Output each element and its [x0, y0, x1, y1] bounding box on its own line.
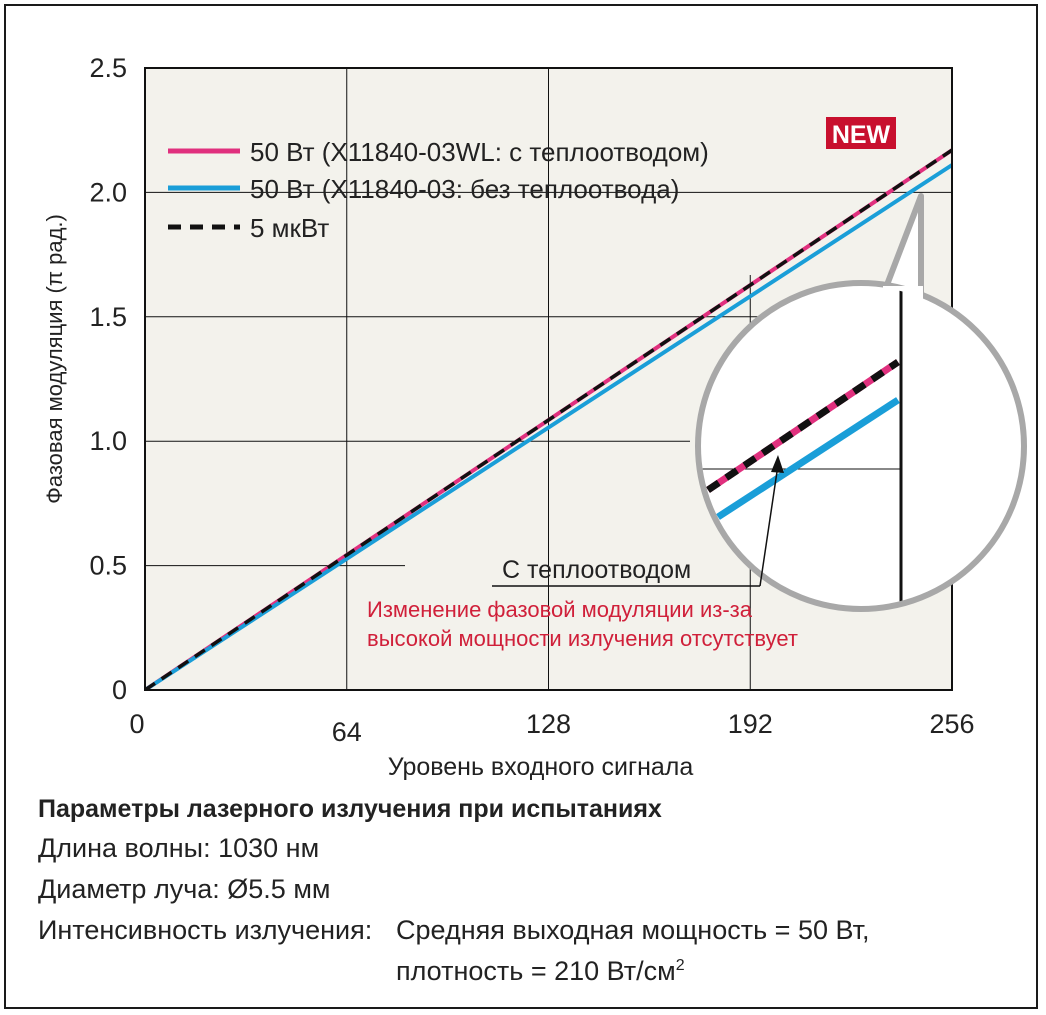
params-title: Параметры лазерного излучения при испыта… — [38, 795, 662, 823]
zoom-series-3 — [706, 359, 900, 493]
y-tick-label: 0 — [112, 675, 127, 705]
params-intensity-value: Средняя выходная мощность = 50 Вт, — [396, 915, 870, 945]
params-diameter: Диаметр луча: Ø5.5 мм — [38, 874, 331, 904]
y-tick-label: 2.0 — [89, 177, 127, 207]
new-badge-text: NEW — [832, 121, 891, 149]
params-density-text: плотность = 210 Вт/см — [396, 956, 676, 986]
y-tick-label: 1.5 — [89, 302, 127, 332]
params-wavelength: Длина волны: 1030 нм — [38, 833, 320, 863]
y-tick-label: 1.0 — [89, 426, 127, 456]
annotation-label: С теплоотводом — [502, 556, 691, 584]
params-density-exponent: 2 — [675, 957, 685, 974]
params-density: плотность = 210 Вт/см2 — [396, 956, 685, 987]
legend-label-2: 50 Вт (X11840-03: без теплоотвода) — [250, 174, 679, 204]
zoom-group — [701, 286, 903, 604]
phase-modulation-chart: 0 0.5 1.0 1.5 2.0 2.5 0 64 128 192 256 Уровень вход… — [42, 53, 1027, 781]
legend-label-1: 50 Вт (X11840-03WL: с теплоотводом) — [250, 137, 709, 167]
annotation-leader — [759, 464, 779, 587]
figure-frame — [4, 4, 1038, 1009]
annotation-note-1: Изменение фазовой модуляции из-за — [367, 597, 753, 622]
x-tick-label: 128 — [526, 709, 571, 739]
x-tick-label: 256 — [929, 709, 974, 739]
annotation-note-2: высокой мощности излучения отсутствует — [367, 626, 798, 651]
params-intensity-label: Интенсивность излучения: — [38, 915, 373, 945]
zoom-series-2 — [716, 397, 900, 520]
magnifier-circle — [695, 280, 1027, 612]
legend-label-3: 5 мкВт — [250, 213, 329, 243]
series-line-2 — [145, 163, 952, 690]
series-group — [145, 148, 952, 690]
new-badge — [826, 117, 896, 149]
x-tick-label: 64 — [332, 717, 362, 747]
x-axis-title: Уровень входного сигнала — [388, 753, 694, 781]
y-axis-title: Фазовая модуляция (π рад.) — [42, 214, 67, 504]
magnifier-joint-cover — [883, 286, 923, 310]
y-tick-label: 2.5 — [89, 53, 127, 83]
annotation-arrowhead — [771, 455, 784, 473]
series-line-3 — [145, 148, 952, 690]
x-tick-label: 192 — [728, 709, 773, 739]
y-tick-label: 0.5 — [89, 551, 127, 581]
x-tick-label: 0 — [129, 709, 144, 739]
